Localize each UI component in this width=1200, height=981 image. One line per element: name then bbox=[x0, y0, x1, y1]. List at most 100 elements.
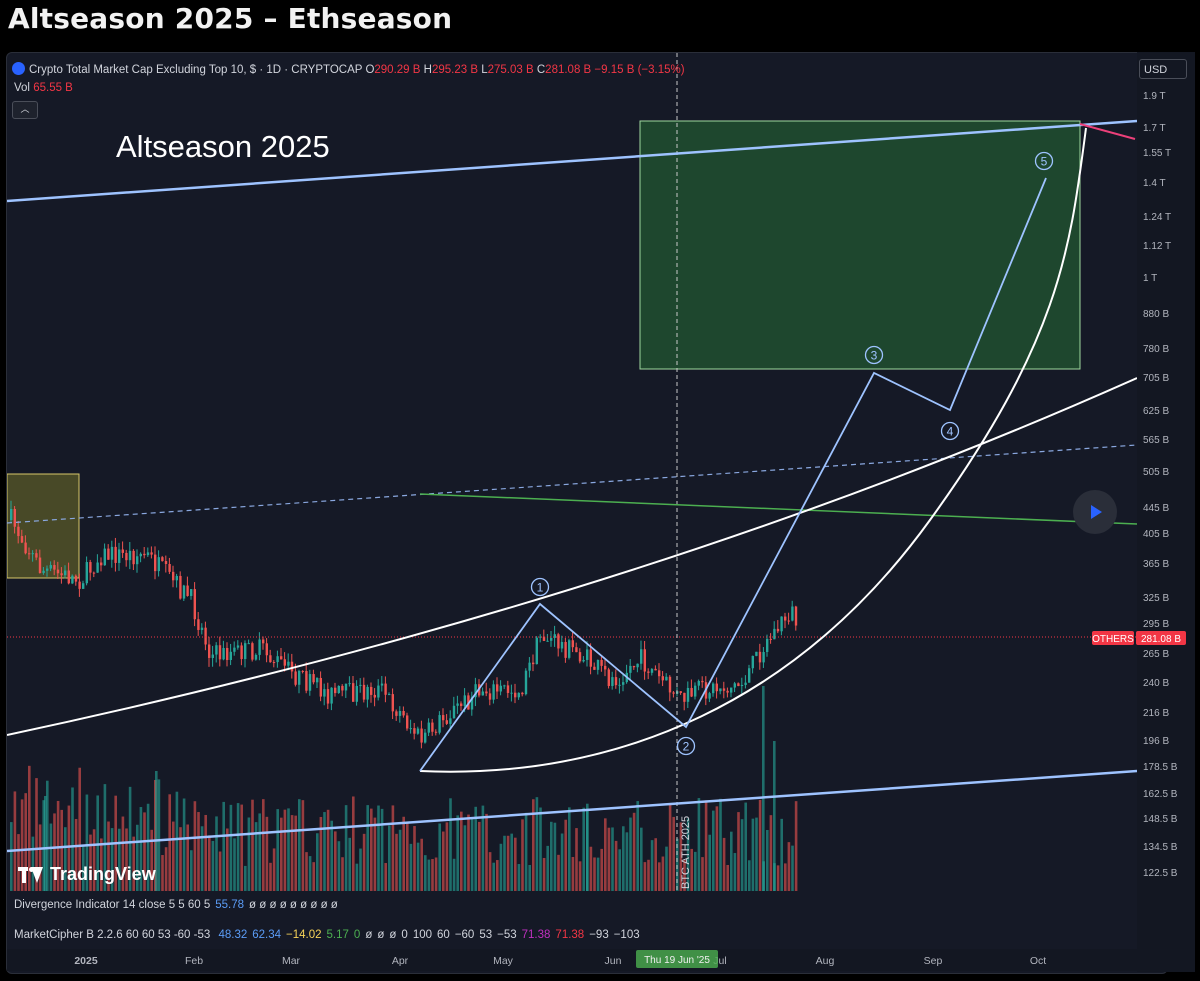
tradingview-logo-icon bbox=[18, 866, 44, 883]
price-tick: 196 B bbox=[1143, 736, 1169, 747]
divergence-rest: ø ø ø ø ø ø ø ø ø bbox=[249, 899, 338, 911]
price-tick: 365 B bbox=[1143, 559, 1169, 570]
price-tick: 1.9 T bbox=[1143, 91, 1166, 102]
tradingview-logo-text: TradingView bbox=[50, 864, 156, 884]
marketcipher-value: 5.17 bbox=[326, 929, 349, 941]
marketcipher-value: 0 bbox=[401, 929, 408, 941]
elliott-wave-path bbox=[419, 177, 1047, 772]
price-tick: 325 B bbox=[1143, 593, 1169, 604]
volume-legend: Vol 65.55 B bbox=[14, 82, 73, 94]
time-tick: May bbox=[493, 955, 514, 967]
time-tick: 2025 bbox=[74, 955, 98, 967]
marketcipher-value: −60 bbox=[454, 929, 475, 941]
open-value: 290.29 B bbox=[374, 64, 421, 76]
marketcipher-value: 60 bbox=[437, 929, 450, 941]
price-tick: 445 B bbox=[1143, 503, 1169, 514]
marketcipher-value: 62.34 bbox=[252, 929, 282, 941]
upper-channel-line bbox=[7, 119, 1137, 203]
divergence-indicator-legend[interactable]: Divergence Indicator 14 close 5 5 60 5 55… bbox=[14, 899, 343, 911]
marketcipher-value: ø bbox=[389, 929, 397, 941]
marketcipher-value: 71.38 bbox=[555, 929, 585, 941]
marketcipher-value: −103 bbox=[613, 929, 640, 941]
price-tick: 1.55 T bbox=[1143, 148, 1171, 159]
price-ticks: 1.9 T 1.7 T 1.55 T 1.4 T 1.24 T 1.12 T 1 T 880 … bbox=[1143, 91, 1178, 879]
close-label: C bbox=[536, 64, 546, 76]
close-value: 281.08 B bbox=[545, 64, 592, 76]
price-tag-symbol: OTHERS bbox=[1092, 634, 1134, 645]
current-price-tag: OTHERS 281.08 B bbox=[1092, 631, 1186, 645]
legend-header: Crypto Total Market Cap Excluding Top 10… bbox=[12, 62, 685, 76]
green-trend-line bbox=[419, 493, 1137, 525]
price-tick: 122.5 B bbox=[1143, 868, 1178, 879]
time-tick: Sep bbox=[924, 955, 943, 967]
low-label: L bbox=[481, 64, 488, 76]
marketcipher-name: MarketCipher B 2.2.6 60 60 53 -60 -53 bbox=[14, 929, 211, 941]
price-tag-value: 281.08 B bbox=[1141, 634, 1181, 645]
crosshair-date: Thu 19 Jun '25 bbox=[644, 955, 710, 966]
price-tick: 405 B bbox=[1143, 529, 1169, 540]
collapse-legend-button[interactable]: ︿ bbox=[12, 101, 38, 119]
play-icon bbox=[1091, 505, 1102, 519]
divergence-value: 55.78 bbox=[215, 899, 245, 911]
high-label: H bbox=[423, 64, 432, 76]
time-axis[interactable] bbox=[7, 949, 1137, 971]
marketcipher-value: ø bbox=[377, 929, 385, 941]
price-tick: 565 B bbox=[1143, 435, 1169, 446]
price-tick: 1.7 T bbox=[1143, 123, 1166, 134]
marketcipher-indicator-legend[interactable]: MarketCipher B 2.2.6 60 60 53 -60 -53 48… bbox=[14, 929, 645, 941]
time-tick: Apr bbox=[392, 955, 409, 967]
price-tick: 1.24 T bbox=[1143, 212, 1171, 223]
wave-labels: 1 2 3 4 5 bbox=[530, 151, 1054, 756]
volume-label: Vol bbox=[14, 82, 30, 94]
wave-label-5: 5 bbox=[1034, 151, 1054, 171]
white-parabolic-curve bbox=[419, 127, 1087, 773]
price-tick: 1.12 T bbox=[1143, 241, 1171, 252]
tradingview-logo: TradingView bbox=[18, 864, 156, 885]
price-tick: 162.5 B bbox=[1143, 789, 1178, 800]
page-title: Altseason 2025 – Ethseason bbox=[8, 2, 453, 35]
price-tick: 1 T bbox=[1143, 273, 1157, 284]
price-tick: 216 B bbox=[1143, 708, 1169, 719]
price-tick: 880 B bbox=[1143, 309, 1169, 320]
white-upper-arc bbox=[7, 377, 1137, 736]
marketcipher-value: −14.02 bbox=[286, 929, 322, 941]
symbol-icon bbox=[12, 62, 25, 75]
highlight-box bbox=[7, 473, 80, 579]
divergence-name: Divergence Indicator 14 close 5 5 60 5 bbox=[14, 899, 211, 911]
price-tick: 625 B bbox=[1143, 406, 1169, 417]
symbol-name[interactable]: Crypto Total Market Cap Excluding Top 10… bbox=[29, 64, 363, 76]
svg-text:3: 3 bbox=[871, 349, 878, 363]
time-tick: Oct bbox=[1030, 955, 1046, 967]
crosshair-date-tag: Thu 19 Jun '25 bbox=[636, 950, 718, 968]
open-label: O bbox=[365, 64, 375, 76]
red-target-line bbox=[1079, 123, 1136, 140]
price-tick: 295 B bbox=[1143, 619, 1169, 630]
svg-text:2: 2 bbox=[683, 740, 690, 754]
marketcipher-value: 71.38 bbox=[521, 929, 551, 941]
marketcipher-value: 48.32 bbox=[218, 929, 248, 941]
price-tick: 705 B bbox=[1143, 373, 1169, 384]
volume-bars bbox=[10, 686, 798, 891]
time-tick: Aug bbox=[816, 955, 835, 967]
marketcipher-value: −93 bbox=[589, 929, 609, 941]
time-tick: Feb bbox=[185, 955, 203, 967]
price-tick: 265 B bbox=[1143, 649, 1169, 660]
time-tick: Mar bbox=[282, 955, 301, 967]
price-tick: 505 B bbox=[1143, 467, 1169, 478]
wave-label-1: 1 bbox=[530, 577, 550, 597]
marketcipher-value: 53 bbox=[479, 929, 493, 941]
low-value: 275.03 B bbox=[487, 64, 534, 76]
svg-text:5: 5 bbox=[1041, 155, 1048, 169]
price-axis[interactable] bbox=[1137, 52, 1195, 972]
altseason-annotation: Altseason 2025 bbox=[116, 129, 330, 164]
currency-button[interactable]: USD bbox=[1139, 59, 1187, 79]
price-tick: 134.5 B bbox=[1143, 842, 1178, 853]
target-zone-box bbox=[639, 120, 1081, 370]
high-value: 295.23 B bbox=[431, 64, 478, 76]
dashed-channel-line bbox=[7, 444, 1137, 524]
time-ticks: 2025 Feb Mar Apr May Jun Jul Aug Sep Oct bbox=[74, 955, 1046, 967]
svg-text:1: 1 bbox=[537, 581, 544, 595]
btc-ath-label: BTC ATH 2025 bbox=[680, 816, 692, 889]
play-replay-button[interactable] bbox=[1073, 490, 1117, 534]
